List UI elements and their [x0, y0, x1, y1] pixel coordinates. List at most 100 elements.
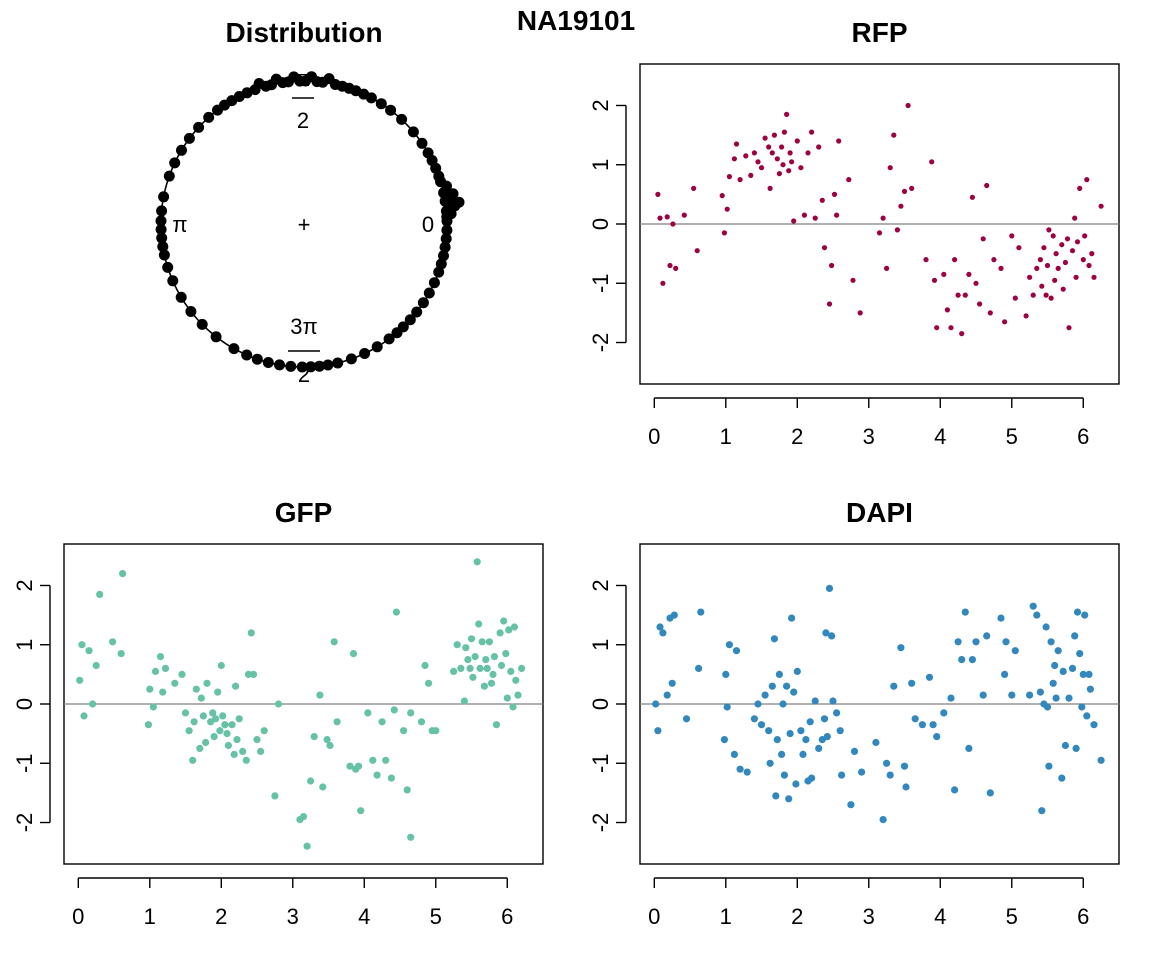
dapi-point [654, 727, 662, 735]
gfp-point [80, 712, 88, 720]
rfp-point [767, 185, 773, 191]
gfp-x-tick-label: 4 [358, 904, 370, 929]
rfp-point [898, 203, 904, 209]
rfp-x-tick-label: 6 [1077, 424, 1089, 449]
rfp-point [1030, 292, 1036, 298]
dapi-point [765, 727, 773, 735]
rfp-y-tick-label: 1 [588, 159, 613, 171]
rfp-point [1072, 215, 1078, 221]
dapi-point [838, 771, 846, 779]
rfp-point [1009, 233, 1015, 239]
dapi-point [1058, 774, 1066, 782]
dapi-point [968, 656, 977, 664]
rfp-point [1080, 257, 1086, 263]
dapi-point [797, 727, 805, 735]
gfp-point [235, 715, 243, 723]
distribution-point [383, 333, 395, 345]
gfp-point [232, 682, 240, 690]
dapi-point [1033, 611, 1041, 619]
gfp-point [330, 638, 338, 646]
gfp-point [197, 694, 205, 702]
distribution-point [359, 348, 371, 359]
dapi-point [775, 670, 784, 679]
gfp-point [244, 670, 253, 679]
gfp-point [159, 688, 167, 696]
dapi-point [754, 700, 762, 708]
center-mark: + [298, 212, 311, 237]
dapi-point [1038, 807, 1046, 815]
rfp-x-tick-label: 4 [934, 424, 946, 449]
dapi-point [1073, 608, 1082, 616]
distribution-point [156, 205, 168, 217]
gfp-point [96, 590, 104, 599]
distribution-point [438, 250, 449, 262]
dapi-point [911, 715, 919, 723]
rfp-point [826, 301, 833, 307]
rfp-point [821, 245, 828, 251]
gfp-point [146, 685, 154, 693]
rfp-point [691, 185, 697, 191]
dapi-point [1026, 691, 1034, 699]
dapi-point [879, 816, 887, 824]
gfp-point [432, 727, 440, 735]
gfp-point [400, 727, 408, 735]
dapi-point [697, 608, 705, 616]
dapi-point [1059, 667, 1067, 676]
dapi-point [897, 644, 905, 652]
rfp-point [805, 150, 811, 156]
rfp-point [998, 265, 1004, 271]
rfp-point [1034, 265, 1040, 271]
dapi-point [825, 584, 834, 593]
dapi-point [847, 801, 855, 809]
rfp-point [681, 212, 687, 218]
rfp-point [724, 206, 730, 212]
rfp-point [809, 129, 815, 135]
gfp-point [212, 715, 220, 723]
distribution-point [196, 318, 208, 330]
gfp-point [407, 833, 415, 841]
rfp-point [784, 111, 790, 117]
dapi-point [1072, 744, 1080, 753]
dapi-point [778, 750, 786, 759]
gfp-point [223, 730, 231, 738]
rfp-title: RFP [852, 17, 908, 48]
distribution-point [158, 249, 170, 261]
dapi-point [836, 727, 844, 735]
rfp-point [731, 156, 738, 162]
dapi-point [979, 691, 987, 699]
gfp-point [512, 676, 520, 684]
gfp-point [485, 638, 493, 646]
rfp-x-tick-label: 3 [863, 424, 875, 449]
dapi-point [785, 795, 793, 803]
gfp-x-tick-label: 5 [430, 904, 442, 929]
dapi-point [793, 667, 801, 676]
dapi-point [770, 635, 779, 643]
rfp-point [762, 135, 768, 141]
rfp-point [987, 310, 993, 316]
gfp-point [109, 638, 117, 646]
label-three-half-pi-numerator: 3π [290, 314, 317, 339]
rfp-point [1084, 177, 1090, 183]
dapi-point [883, 759, 891, 767]
gfp-point [354, 762, 363, 770]
rfp-point [1052, 277, 1058, 283]
rfp-point [887, 165, 893, 171]
dapi-point [1081, 611, 1089, 619]
gfp-point [217, 661, 225, 670]
rfp-point [694, 248, 700, 254]
rfp-point [894, 227, 901, 233]
gfp-point [156, 653, 165, 661]
gfp-point [460, 697, 468, 705]
rfp-y-tick-label: 0 [588, 218, 613, 230]
gfp-point [196, 744, 204, 753]
rfp-point [834, 212, 840, 218]
gfp-point [487, 679, 496, 687]
rfp-point [1002, 319, 1008, 325]
gfp-point [209, 709, 217, 717]
gfp-point [161, 664, 170, 673]
dapi-point [925, 673, 934, 681]
dapi-point [780, 771, 789, 779]
rfp-point [973, 280, 979, 286]
rfp-point [941, 271, 947, 277]
